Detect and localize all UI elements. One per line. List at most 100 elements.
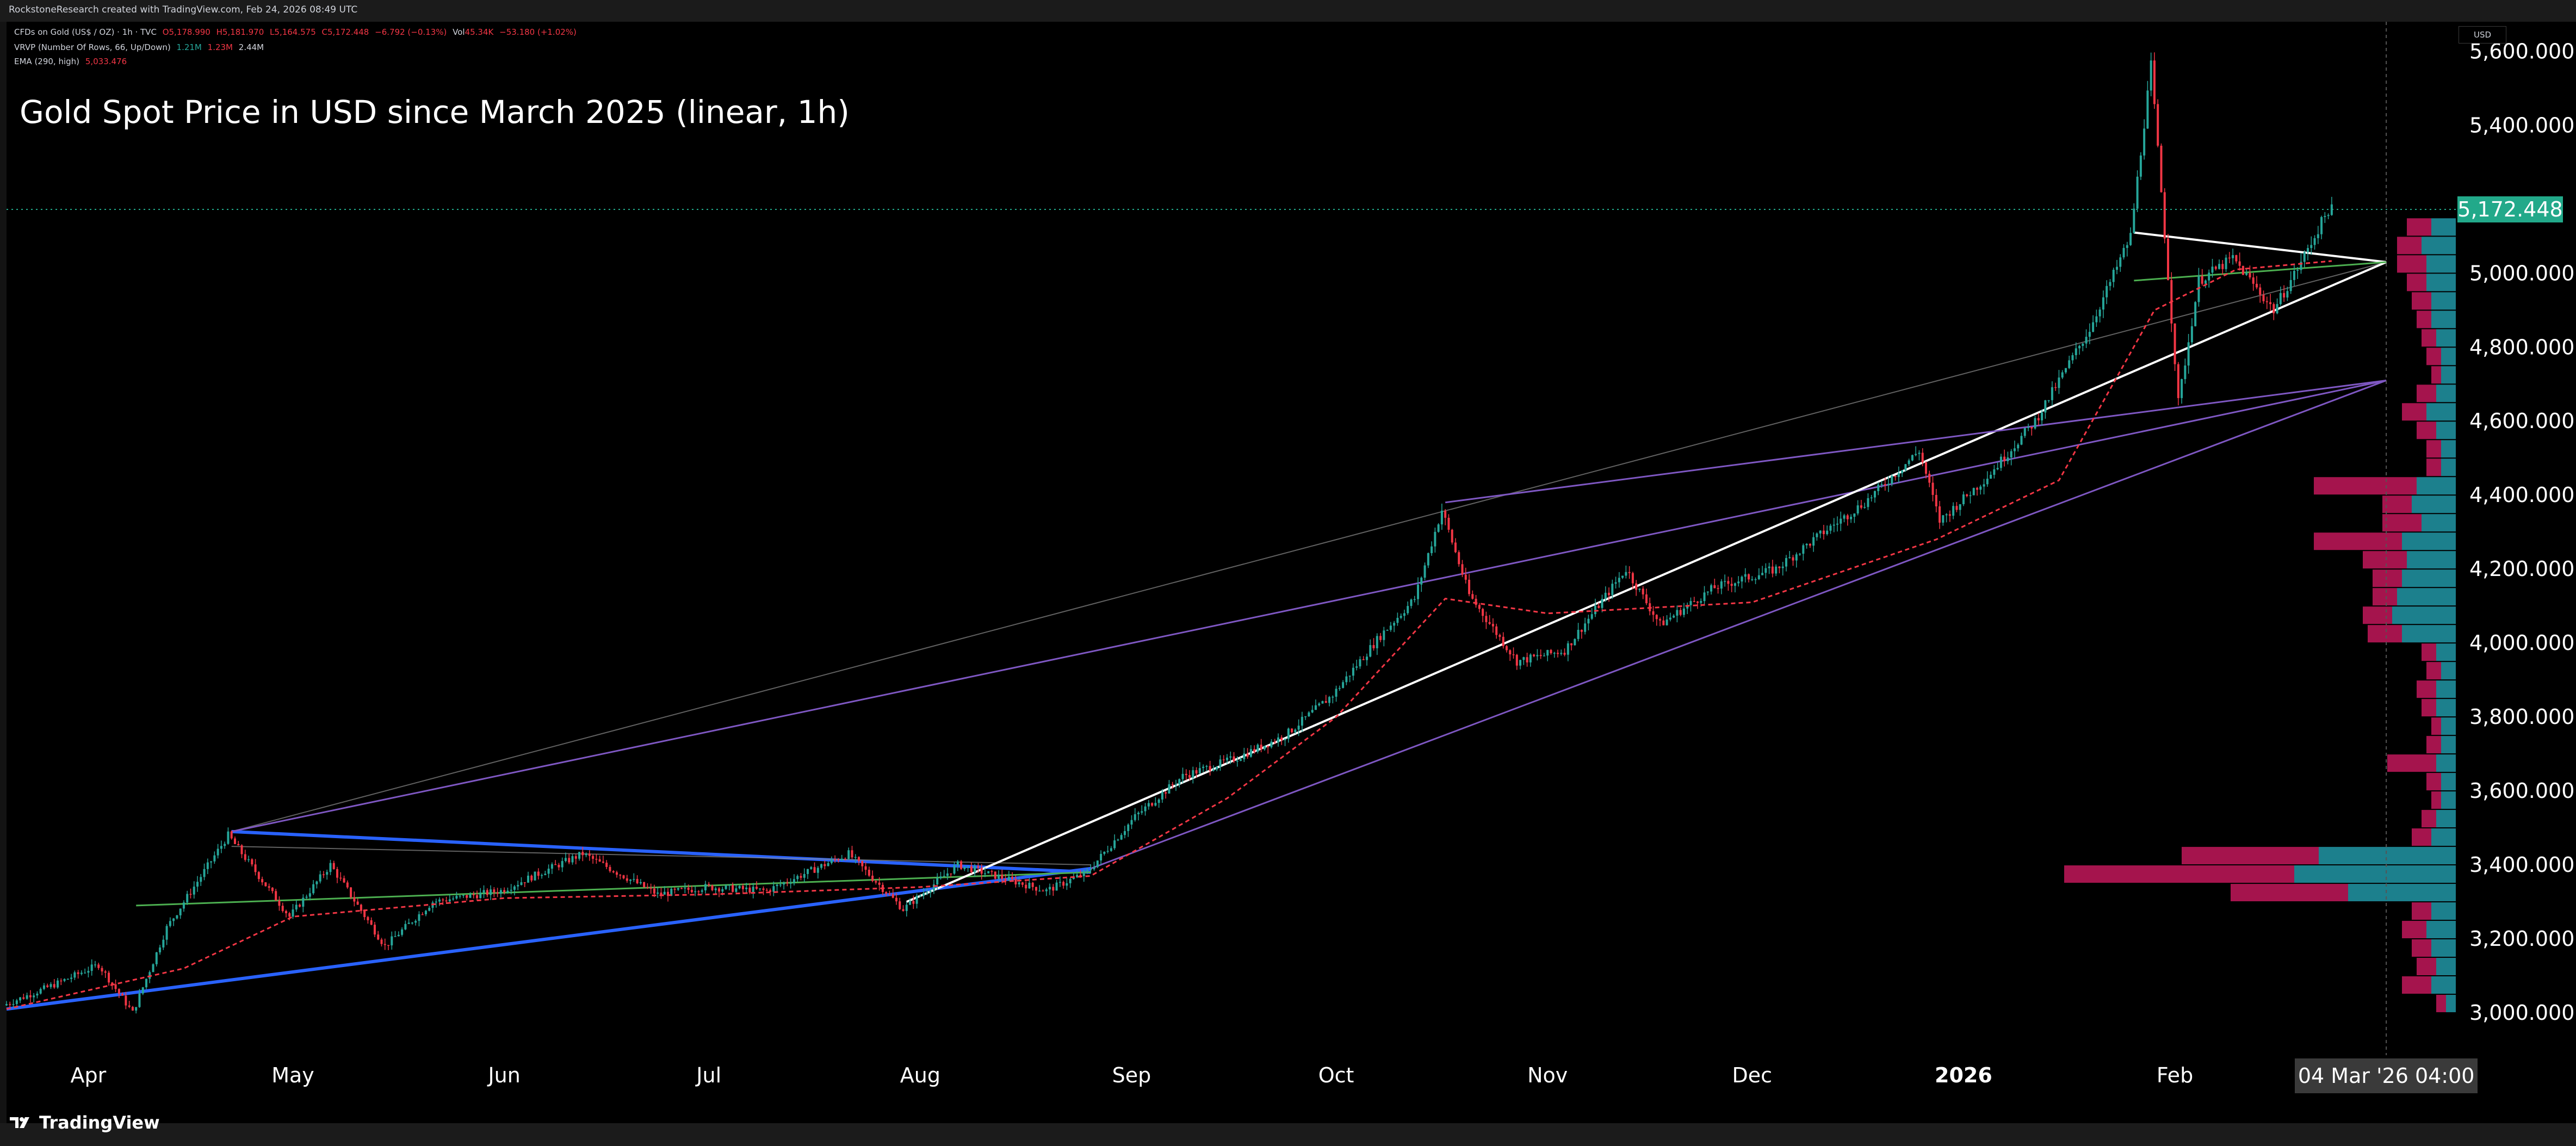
candle-body <box>90 964 93 971</box>
legend-ema-name[interactable]: EMA (290, high) <box>14 57 80 66</box>
trendline-gray[interactable] <box>231 846 1091 866</box>
candle-body <box>1669 617 1671 620</box>
legend-vrvp-row[interactable]: VRVP (Number Of Rows, 66, Up/Down) 1.21M… <box>14 42 267 52</box>
candle-body <box>275 891 277 901</box>
candle-body <box>1267 746 1270 747</box>
legend-high: H5,181.970 <box>216 27 264 37</box>
candle-body <box>612 871 615 872</box>
candle-body <box>1566 643 1569 655</box>
candle-body <box>523 882 526 883</box>
candle-body <box>486 890 488 895</box>
candle-body <box>1198 768 1201 774</box>
candle-body <box>670 889 673 896</box>
y-tick-label: 4,400.000 <box>2469 483 2574 507</box>
trendline-gray[interactable] <box>231 261 2387 832</box>
candle-body <box>1645 594 1648 604</box>
candle-body <box>1181 773 1184 779</box>
candle-body <box>1706 591 1709 593</box>
candle-body <box>370 920 373 925</box>
candle-body <box>1389 625 1392 630</box>
candle-body <box>1986 479 1989 485</box>
candle-body <box>22 997 25 999</box>
legend-symbol[interactable]: CFDs on Gold (US$ / OZ) · 1h · TVC <box>14 27 157 37</box>
candle-body <box>823 864 826 866</box>
candle-body <box>394 936 397 937</box>
candle-body <box>943 876 945 877</box>
volume-profile-down-bar <box>2431 791 2441 809</box>
volume-profile-down-bar <box>2363 551 2407 569</box>
candle-body <box>2041 412 2044 420</box>
trendline-purple[interactable] <box>231 379 2387 833</box>
candle-body <box>588 853 591 856</box>
volume-profile-down-bar <box>2064 865 2294 883</box>
candle-body <box>769 890 772 892</box>
trendline-blue[interactable] <box>231 829 1091 874</box>
volume-profile-up-bar <box>2436 329 2456 347</box>
candle-body <box>530 875 533 881</box>
trendline-white[interactable] <box>906 261 2387 903</box>
candle-body <box>1993 469 1996 475</box>
candle-body <box>1720 581 1723 589</box>
candle-body <box>718 888 721 892</box>
candle-body <box>1751 579 1754 580</box>
y-tick-label: 4,800.000 <box>2469 335 2574 359</box>
trendline-green[interactable] <box>136 871 1091 907</box>
candle-body <box>60 980 63 982</box>
candle-body <box>967 866 969 868</box>
candle-body <box>1829 525 1832 531</box>
candle-body <box>574 856 577 859</box>
candle-body <box>1979 486 1982 490</box>
candle-body <box>595 859 598 860</box>
candle-body <box>912 901 915 904</box>
legend-symbol-row[interactable]: CFDs on Gold (US$ / OZ) · 1h · TVC O5,17… <box>14 27 580 37</box>
candle-body <box>759 888 761 889</box>
candle-body <box>2095 316 2098 323</box>
legend-ema-row[interactable]: EMA (290, high) 5,033.476 <box>14 57 130 66</box>
candle-body <box>2293 270 2295 280</box>
price-axis[interactable]: 3,000.000 3,200.000 3,400.000 3,600.000 3,80… <box>2469 39 2574 1025</box>
candle-body <box>1959 504 1961 510</box>
candle-body <box>1335 689 1337 697</box>
trendline-white[interactable] <box>2134 231 2387 263</box>
candle-body <box>1689 601 1692 605</box>
candle-body <box>711 885 714 890</box>
candle-body <box>1311 710 1314 713</box>
candle-body <box>1055 882 1058 891</box>
candle-body <box>244 854 246 860</box>
time-axis[interactable]: Apr May Jun Jul Aug Sep Oct Nov Dec 2026 Feb <box>71 1063 2194 1087</box>
candle-body <box>1355 666 1358 668</box>
trendline-purple[interactable] <box>1445 379 2387 504</box>
candle-body <box>1396 617 1399 623</box>
candle-body <box>1618 578 1620 583</box>
candle-body <box>2310 245 2313 249</box>
candle-body <box>476 895 479 899</box>
candle-body <box>1308 712 1310 717</box>
volume-profile-up-bar <box>2436 385 2456 402</box>
trendline-blue[interactable] <box>6 866 1091 1011</box>
trendline-purple[interactable] <box>1090 380 2387 870</box>
candle-body <box>1042 890 1044 891</box>
candle-body <box>2146 90 2149 129</box>
tradingview-brand[interactable]: TradingView <box>9 1112 160 1133</box>
volume-profile-up-bar <box>2436 699 2456 717</box>
legend-vol-value: 45.34K <box>465 27 494 37</box>
candle-body <box>1505 646 1508 651</box>
legend-vrvp-name[interactable]: VRVP (Number Of Rows, 66, Up/Down) <box>14 42 171 52</box>
chart-area[interactable] <box>7 22 2576 1123</box>
candle-body <box>356 901 359 905</box>
candle-body <box>844 858 846 860</box>
candle-body <box>332 863 335 869</box>
candle-body <box>1604 592 1607 599</box>
trendline-green[interactable] <box>2134 261 2387 282</box>
candle-body <box>182 902 185 909</box>
candle-body <box>452 898 455 900</box>
currency-button[interactable]: USD <box>2459 26 2506 44</box>
x-tick-label: Feb <box>2157 1063 2193 1087</box>
candle-body <box>1222 759 1225 760</box>
trendlines[interactable] <box>6 231 2387 1011</box>
candle-body <box>1873 491 1876 498</box>
candle-body <box>639 882 642 884</box>
candle-body <box>80 972 83 974</box>
candle-body <box>547 869 550 874</box>
